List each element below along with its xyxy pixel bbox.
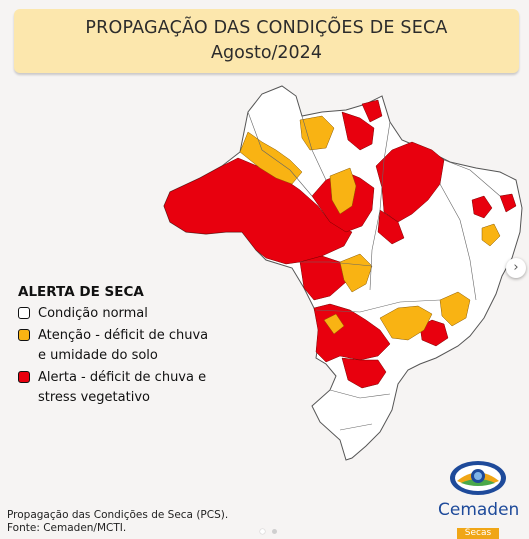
region-tocantins [377,209,405,245]
carousel-dots [259,519,278,538]
region-ms-yellow [323,313,345,335]
logo-sub: Secas [456,528,500,539]
legend-swatch-attention [18,329,30,341]
state-borders [247,111,501,431]
footer-line-1: Propagação das Condições de Seca (PCS). [7,509,229,521]
carousel-next-button[interactable]: › [506,258,526,278]
carousel-dot-active[interactable] [260,529,265,534]
region-parana [341,357,387,389]
cemaden-logo: Cemaden Secas [438,458,520,539]
region-ne-yellow [481,223,501,247]
region-minas-east [439,291,471,327]
region-maranhao [375,141,445,223]
region-sao-paulo [379,305,433,341]
region-bahia-spot [471,195,493,219]
region-minas-spot [419,319,449,347]
legend-label-normal: Condição normal [38,306,148,321]
page-title: PROPAGAÇÃO DAS CONDIÇÕES DE SECA [85,18,448,38]
source-footer: Propagação das Condições de Seca (PCS). … [7,509,228,535]
alert-regions [163,99,517,389]
legend-label-alert: Alerta - déficit de chuva e stress veget… [38,370,207,405]
legend-item-normal: Condição normal [18,304,238,324]
region-para-north [341,111,375,151]
chevron-right-icon: › [513,260,519,275]
region-ne-coast [499,193,517,213]
region-para-east [329,167,357,215]
legend-swatch-normal [18,307,30,319]
legend-item-alert: Alerta - déficit de chuva e stress veget… [18,368,238,408]
brazil-drought-map [163,85,523,461]
region-para-north-yellow [299,115,335,151]
legend-item-attention: Atenção - déficit de chuva e umidade do … [18,326,238,366]
logo-name: Cemaden [438,500,520,520]
legend-swatch-alert [18,371,30,383]
region-roraima [239,131,303,185]
map-legend: ALERTA DE SECA Condição normal Atenção -… [18,284,238,410]
footer-line-2: Fonte: Cemaden/MCTI. [7,522,127,534]
region-mato-grosso [299,255,347,301]
carousel-dot[interactable] [272,529,278,534]
title-banner: PROPAGAÇÃO DAS CONDIÇÕES DE SECA Agosto/… [14,9,519,73]
legend-title: ALERTA DE SECA [18,284,144,300]
cemaden-eye-icon [450,461,506,495]
region-amapa [361,99,383,123]
legend-label-attention: Atenção - déficit de chuva e umidade do … [38,328,209,363]
page-subtitle: Agosto/2024 [211,43,322,63]
